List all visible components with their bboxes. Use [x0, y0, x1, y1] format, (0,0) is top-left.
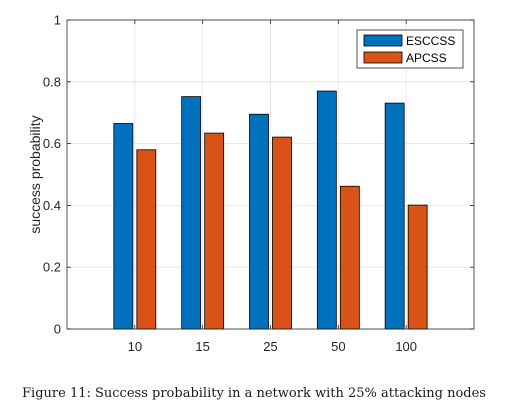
y-tick-labels: 0 0.2 0.4 0.6 0.8 1	[43, 13, 61, 337]
bar-esccss-100	[384, 102, 405, 330]
x-tick-label: 100	[395, 339, 417, 354]
x-tick-label: 15	[195, 339, 209, 354]
y-tick-label: 0.4	[43, 198, 61, 213]
y-tick-label: 0	[54, 322, 61, 337]
y-tick-label: 0.8	[43, 74, 61, 89]
y-tick-label: 1	[54, 13, 61, 28]
bar-apcss-100	[407, 204, 428, 330]
x-tick-label: 10	[128, 339, 142, 354]
x-tick-label: 25	[263, 339, 277, 354]
y-axis-label: success probability	[27, 115, 43, 233]
x-tick-labels: 10 15 25 50 100	[128, 339, 417, 354]
legend-swatch-apcss	[363, 51, 403, 64]
bar-apcss-10	[136, 149, 157, 330]
bar-esccss-25	[249, 113, 269, 330]
bar-esccss-10	[113, 123, 134, 330]
legend-label-esccss: ESCCSS	[406, 34, 455, 48]
legend-label-apcss: APCSS	[406, 51, 447, 65]
bar-chart: 10 15 25 50 100 0 0.2 0.4 0.6 0.8 1 success proba…	[27, 13, 475, 354]
legend-swatch-esccss	[363, 34, 403, 47]
legend: ESCCSS APCSS	[356, 29, 464, 69]
bar-apcss-25	[272, 136, 292, 330]
figure-caption: Figure 11: Success probability in a netw…	[22, 386, 486, 401]
ticks	[67, 19, 474, 330]
bar-apcss-15	[204, 132, 225, 330]
x-tick-label: 50	[331, 339, 345, 354]
bar-apcss-50	[339, 185, 360, 330]
bar-esccss-15	[181, 96, 202, 330]
y-tick-label: 0.6	[43, 136, 61, 151]
y-tick-label: 0.2	[43, 260, 61, 275]
bar-esccss-50	[316, 90, 337, 330]
